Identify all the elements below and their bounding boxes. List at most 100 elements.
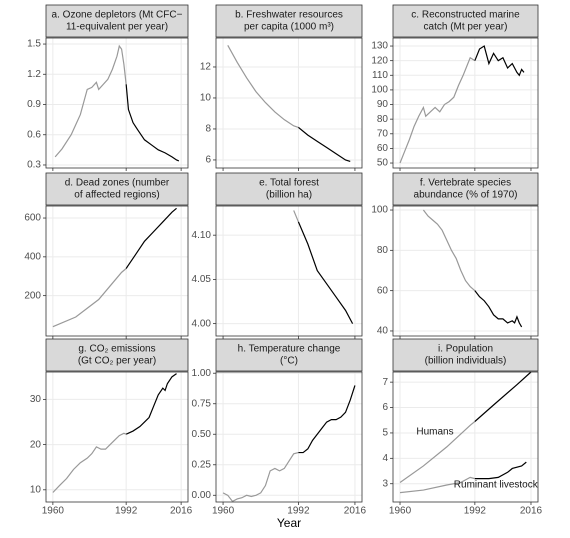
panel-title: h. Temperature change (238, 344, 341, 355)
y-tick-label: 10 (200, 93, 212, 104)
x-tick-label: 1992 (115, 506, 138, 517)
y-tick-label: 110 (372, 70, 388, 81)
x-tick-label: 1992 (464, 506, 487, 517)
panel-title: (°C) (280, 356, 298, 367)
plot-area (46, 38, 188, 168)
data-line (293, 210, 299, 223)
y-tick-label: 600 (24, 213, 41, 224)
y-tick-label: 1.5 (27, 39, 41, 50)
y-tick-label: 4.10 (192, 230, 212, 241)
data-line (474, 290, 523, 328)
y-tick-label: 0.75 (192, 398, 212, 409)
panel-title: (Gt CO₂ per year) (78, 356, 156, 367)
data-line (52, 432, 127, 493)
y-tick-label: 1.00 (192, 368, 212, 379)
y-tick-label: 120 (371, 55, 388, 66)
y-tick-label: 0.3 (27, 160, 41, 171)
panel-strip (45, 172, 189, 206)
y-tick-label: 100 (371, 205, 388, 216)
y-tick-label: 90 (377, 99, 389, 110)
panel-title: (billion individuals) (425, 356, 507, 367)
y-tick-label: 130 (371, 41, 388, 52)
x-tick-label: 2016 (170, 506, 193, 517)
y-tick-label: 4.05 (192, 274, 212, 285)
panel-title: e. Total forest (259, 178, 319, 189)
y-tick-label: 8 (205, 124, 211, 135)
plot-border (45, 37, 189, 169)
y-tick-label: 100 (371, 85, 388, 96)
data-line (227, 44, 299, 128)
panel-strip (45, 338, 189, 372)
panel-strip (215, 338, 363, 372)
plot-border (215, 205, 363, 337)
panel-title: abundance (% of 1970) (414, 190, 518, 201)
y-tick-label: 5 (382, 428, 388, 439)
y-tick-label: 6 (382, 402, 388, 413)
panel-strip (45, 4, 189, 38)
data-line (298, 385, 356, 454)
data-line (422, 209, 476, 292)
data-line (474, 45, 525, 77)
plot-area (393, 38, 538, 168)
panel-title: catch (Mt per year) (424, 22, 508, 33)
panel-title: i. Population (438, 344, 493, 355)
panel: a. Ozone depletors (Mt CFC−11-equivalent… (27, 4, 189, 171)
data-line (125, 373, 177, 435)
plot-border (392, 371, 539, 503)
data-line (399, 421, 476, 483)
panel-strip (392, 338, 539, 372)
panel-title: g. CO₂ emissions (78, 344, 155, 355)
data-line (125, 207, 177, 269)
panel-title: (billion ha) (266, 190, 312, 201)
y-tick-label: 6 (205, 155, 211, 166)
panel: i. Population(billion individuals) 3 4 5 6 7 1… (382, 338, 543, 517)
y-tick-label: 3 (382, 478, 388, 489)
x-tick-label: 2016 (520, 506, 543, 517)
y-tick-label: 60 (377, 285, 389, 296)
y-tick-label: 0.25 (192, 459, 212, 470)
data-line (399, 476, 476, 494)
plot-border (45, 371, 189, 503)
data-line (399, 56, 476, 164)
y-tick-label: 60 (377, 143, 389, 154)
data-line (125, 84, 180, 162)
plot-border (392, 205, 539, 337)
plot-area (216, 38, 362, 168)
y-tick-label: 70 (377, 128, 389, 139)
data-line (54, 44, 127, 158)
plot-border (215, 37, 363, 169)
plot-border (392, 37, 539, 169)
y-tick-label: 0.6 (27, 129, 41, 140)
x-tick-label: 1992 (287, 506, 310, 517)
x-tick-label: 1960 (389, 506, 412, 517)
plot-area (46, 206, 188, 336)
panel-strip (392, 172, 539, 206)
plot-area (216, 372, 362, 502)
data-line (52, 268, 127, 328)
data-line (298, 126, 351, 163)
y-tick-label: 10 (30, 484, 42, 495)
panel: e. Total forest(billion ha) 4.00 4.05 4.10 (192, 172, 363, 339)
y-tick-label: 80 (377, 114, 389, 125)
y-tick-label: 50 (377, 158, 389, 169)
panel-strip (215, 4, 363, 38)
panel-title: c. Reconstructed marine (411, 10, 520, 21)
panel-title: per capita (1000 m³) (244, 22, 334, 33)
y-tick-label: 0.50 (192, 429, 212, 440)
y-tick-label: 400 (24, 251, 41, 262)
y-tick-label: 200 (24, 290, 41, 301)
panel: h. Temperature change(°C) 0.00 0.25 0.50 0.7… (192, 338, 366, 530)
y-tick-label: 0.00 (192, 490, 212, 501)
y-tick-label: 30 (30, 394, 42, 405)
panel-title: d. Dead zones (number (65, 178, 170, 189)
panel-strip (392, 4, 539, 38)
panel-title: 11-equivalent per year) (66, 22, 168, 33)
y-tick-label: 1.2 (27, 69, 41, 80)
data-line (297, 221, 354, 324)
y-tick-label: 7 (382, 377, 388, 388)
